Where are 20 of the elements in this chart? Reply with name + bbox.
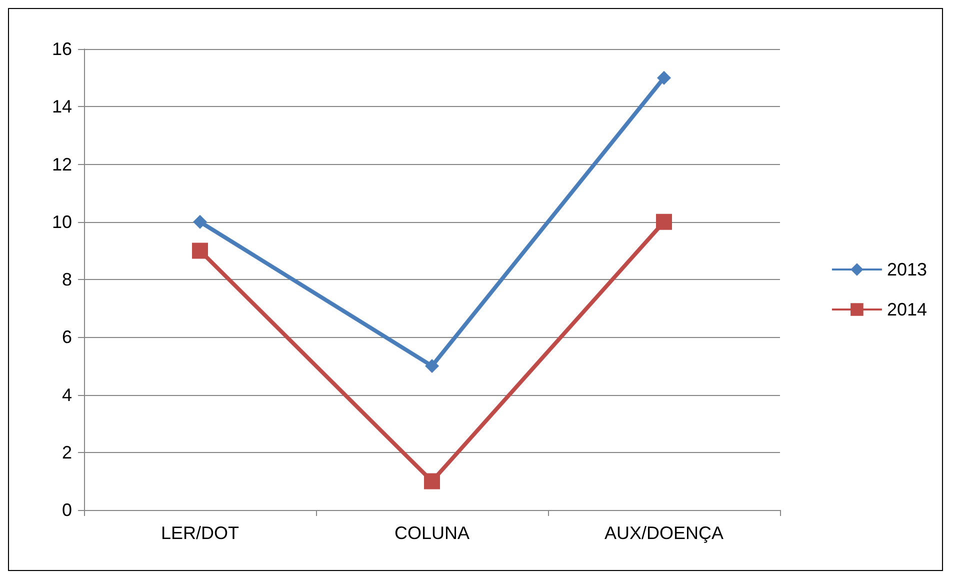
x-tick-label: LER/DOT [160, 523, 240, 543]
point [425, 358, 439, 373]
y-tick-label: 16 [52, 39, 72, 59]
y-tick-label: 0 [62, 500, 72, 520]
x-tick-label: COLUNA [394, 523, 470, 543]
legend-label: 2014 [886, 300, 928, 320]
y-tick-label: 2 [62, 442, 72, 462]
y-tick-label: 4 [62, 384, 72, 405]
x-tick-label: AUX/DOENÇA [604, 523, 724, 543]
point [424, 473, 440, 490]
point [192, 242, 208, 259]
y-tick-label: 12 [52, 154, 72, 174]
legend-label: 2013 [886, 260, 928, 280]
point [193, 214, 207, 229]
point [657, 70, 671, 85]
y-tick-label: 14 [52, 96, 72, 117]
y-tick-label: 6 [62, 327, 72, 348]
y-tick-label: 8 [62, 270, 72, 290]
point [656, 214, 672, 230]
y-tick-label: 10 [52, 212, 72, 232]
